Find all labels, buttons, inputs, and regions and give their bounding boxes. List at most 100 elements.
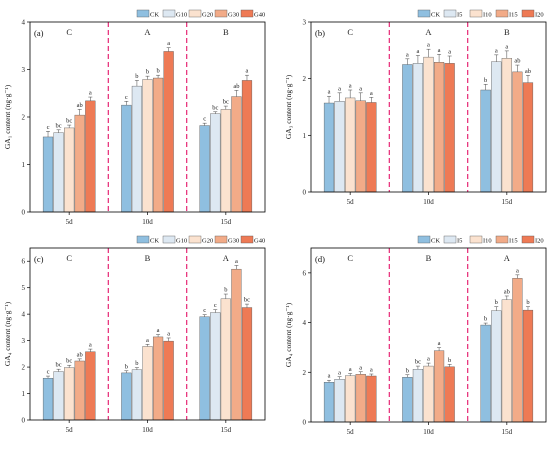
legend-label: CK	[431, 238, 440, 245]
legend-label: G30	[228, 12, 239, 19]
x-tick-label: 15d	[502, 428, 513, 436]
significance-letter: b	[448, 357, 451, 364]
bar	[423, 56, 434, 193]
bar	[53, 371, 64, 421]
significance-letter: b	[484, 77, 487, 84]
bar	[241, 80, 253, 213]
bar	[323, 102, 335, 193]
bar	[121, 104, 132, 213]
bar	[345, 375, 356, 423]
legend-label: I5	[457, 12, 462, 19]
legend-label: I10	[483, 12, 492, 19]
y-tick-label: 6	[303, 269, 307, 277]
significance-letter: bc	[415, 359, 421, 366]
x-tick-label: 15d	[221, 218, 232, 226]
bar	[512, 278, 523, 423]
bar	[131, 85, 143, 213]
y-tick-label: 3	[22, 337, 26, 345]
y-axis-label: GA₁ content (ng·g⁻¹)	[3, 84, 12, 149]
significance-letter: bc	[66, 358, 72, 365]
y-axis-label: GA₄ content (ng·g⁻¹)	[3, 301, 12, 366]
y-tick-label: 5	[22, 284, 26, 292]
bar	[412, 369, 424, 423]
y-tick-label: 3	[303, 19, 307, 27]
panel-label: (a)	[34, 28, 44, 38]
significance-letter: bc	[56, 362, 62, 369]
legend-label: G40	[254, 12, 265, 19]
significance-letter: ab	[525, 68, 531, 75]
significance-letter: a	[328, 373, 331, 380]
x-tick-label: 5d	[66, 426, 74, 434]
x-tick-label: 10d	[423, 198, 434, 206]
panel-label: (d)	[315, 254, 325, 264]
group-letter: A	[223, 253, 230, 263]
group-letter: C	[66, 27, 72, 37]
significance-letter: a	[516, 267, 519, 274]
legend-swatch	[417, 9, 431, 18]
x-tick-label: 10d	[423, 428, 434, 436]
bar	[522, 309, 534, 423]
x-tick-label: 10d	[142, 426, 153, 434]
significance-letter: ab	[77, 351, 83, 358]
significance-letter: c	[203, 307, 206, 314]
significance-letter: ab	[233, 83, 239, 90]
significance-letter: a	[146, 337, 149, 344]
legend-swatch	[162, 9, 176, 18]
significance-letter: a	[246, 68, 249, 75]
legend-label: I15	[509, 238, 518, 245]
significance-letter: c	[47, 124, 50, 131]
significance-letter: b	[406, 367, 409, 374]
bar	[355, 374, 366, 423]
significance-letter: b	[495, 299, 498, 306]
legend-label: CK	[431, 12, 440, 19]
group-letter: B	[223, 27, 229, 37]
group-letter: B	[145, 253, 151, 263]
bar	[85, 351, 96, 421]
group-letter: B	[504, 27, 510, 37]
legend-label: I5	[457, 238, 462, 245]
significance-letter: bc	[56, 122, 62, 129]
y-tick-label: 0	[22, 209, 26, 217]
bar	[64, 127, 75, 213]
x-tick-label: 5d	[66, 218, 74, 226]
bar	[366, 102, 377, 193]
significance-letter: a	[416, 48, 419, 55]
significance-letter: a	[427, 42, 430, 49]
panel-label: (c)	[34, 254, 44, 264]
significance-letter: a	[167, 330, 170, 337]
legend-swatch	[136, 235, 150, 244]
legend-label: G10	[176, 12, 187, 19]
legend-swatch	[214, 235, 228, 244]
y-tick-label: 0	[303, 419, 307, 427]
group-letter: C	[66, 253, 72, 263]
significance-letter: c	[203, 116, 206, 123]
bar	[121, 372, 132, 421]
bar	[42, 136, 54, 213]
legend-label: G10	[176, 238, 187, 245]
legend-label: I10	[483, 238, 492, 245]
bar	[220, 109, 231, 213]
significance-letter: a	[89, 90, 92, 97]
significance-letter: a	[338, 369, 341, 376]
bar	[345, 97, 356, 193]
panel-label: (b)	[315, 28, 325, 38]
bar	[210, 312, 221, 421]
chart-panel-1: cccbcbbcbcbbcabbabaaa012345dC10dA15dB(a)…	[3, 9, 266, 226]
bar	[491, 61, 502, 193]
legend-swatch	[162, 235, 176, 244]
significance-letter: a	[349, 83, 352, 90]
bar	[433, 350, 445, 423]
bar	[231, 268, 242, 421]
legend-label: I20	[535, 12, 544, 19]
legend-label: G30	[228, 238, 239, 245]
bar	[334, 101, 345, 193]
y-tick-label: 0	[22, 417, 26, 425]
bar	[131, 369, 143, 421]
significance-letter: a	[157, 327, 160, 334]
legend-swatch	[417, 235, 431, 244]
significance-letter: a	[359, 364, 362, 371]
significance-letter: ab	[77, 102, 83, 109]
bar	[402, 377, 413, 423]
legend-label: G40	[254, 238, 265, 245]
bar	[142, 346, 153, 421]
